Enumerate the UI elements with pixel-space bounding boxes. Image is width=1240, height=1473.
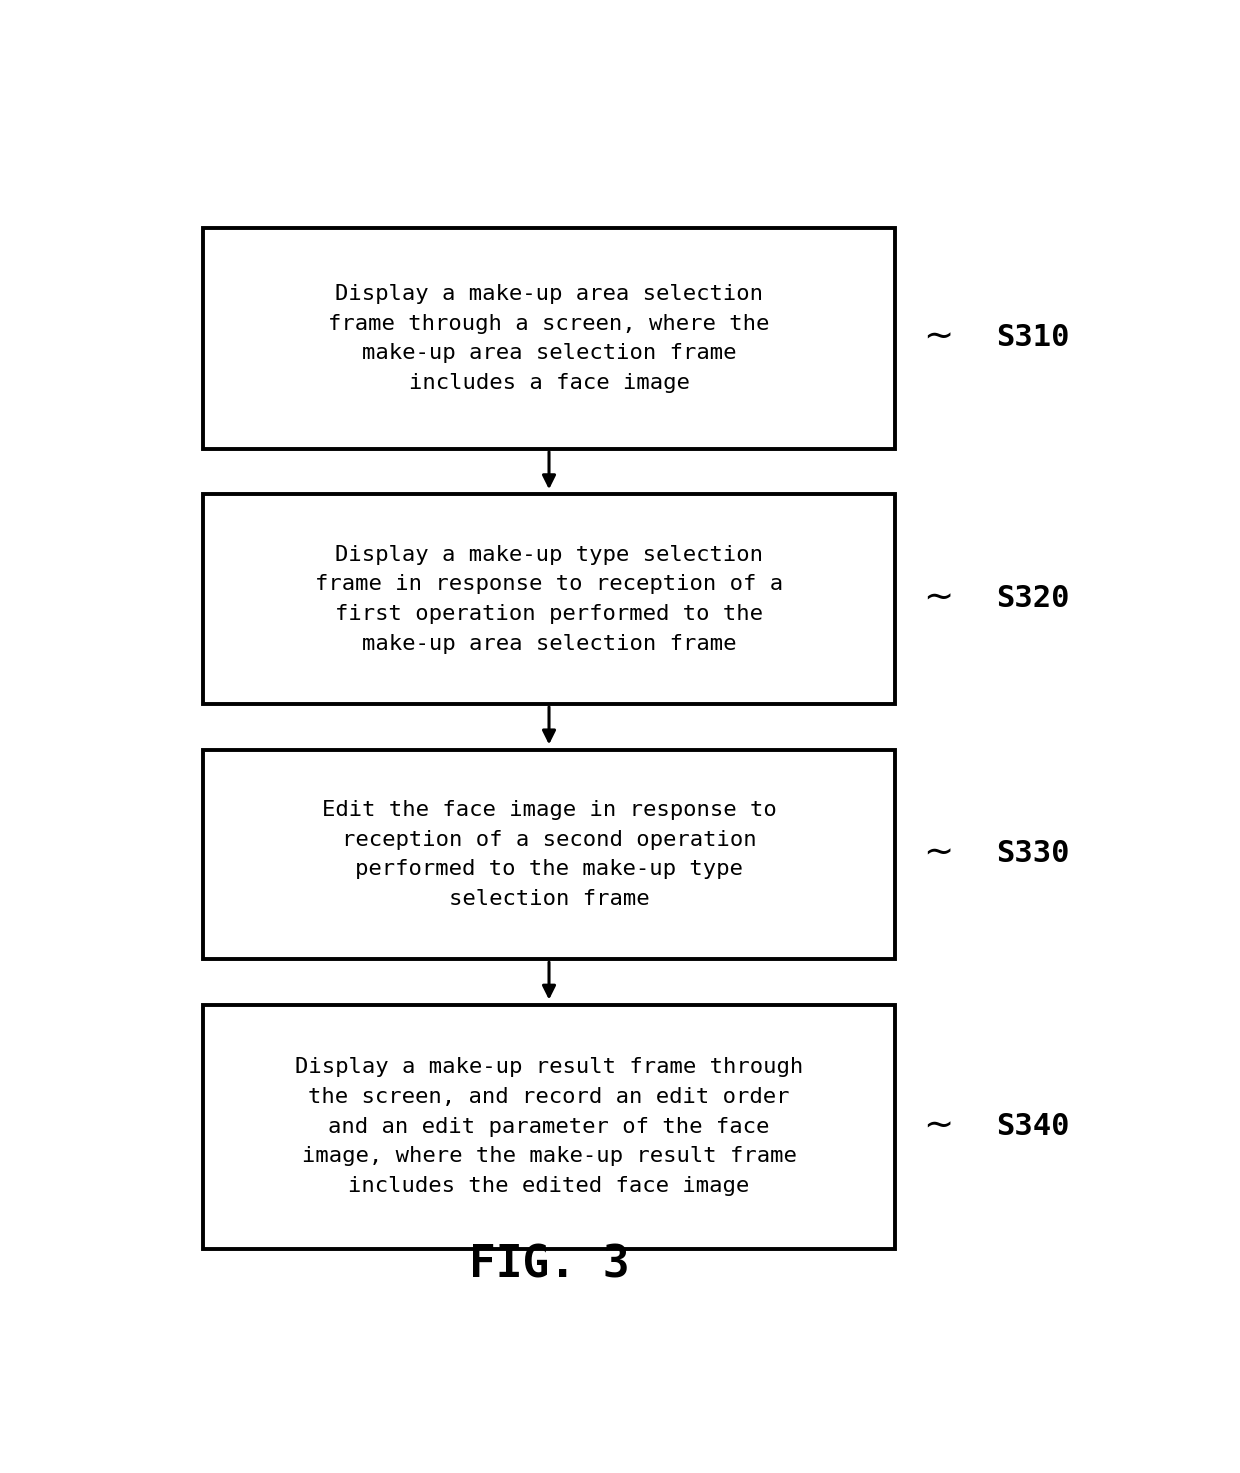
FancyBboxPatch shape — [203, 1005, 895, 1249]
Text: Display a make-up type selection
frame in response to reception of a
first opera: Display a make-up type selection frame i… — [315, 545, 784, 654]
Text: S340: S340 — [996, 1112, 1069, 1140]
FancyBboxPatch shape — [203, 495, 895, 704]
Text: Display a make-up area selection
frame through a screen, where the
make-up area : Display a make-up area selection frame t… — [329, 284, 770, 393]
Text: Display a make-up result frame through
the screen, and record an edit order
and : Display a make-up result frame through t… — [295, 1058, 804, 1196]
Text: S320: S320 — [996, 585, 1069, 613]
Text: Edit the face image in response to
reception of a second operation
performed to : Edit the face image in response to recep… — [321, 800, 776, 909]
Text: FIG. 3: FIG. 3 — [469, 1243, 629, 1286]
FancyBboxPatch shape — [203, 228, 895, 449]
Text: ∼: ∼ — [923, 1109, 954, 1143]
Text: ∼: ∼ — [923, 321, 954, 355]
FancyBboxPatch shape — [203, 750, 895, 959]
Text: S310: S310 — [996, 323, 1069, 352]
Text: ∼: ∼ — [923, 837, 954, 871]
Text: ∼: ∼ — [923, 582, 954, 616]
Text: S330: S330 — [996, 840, 1069, 869]
